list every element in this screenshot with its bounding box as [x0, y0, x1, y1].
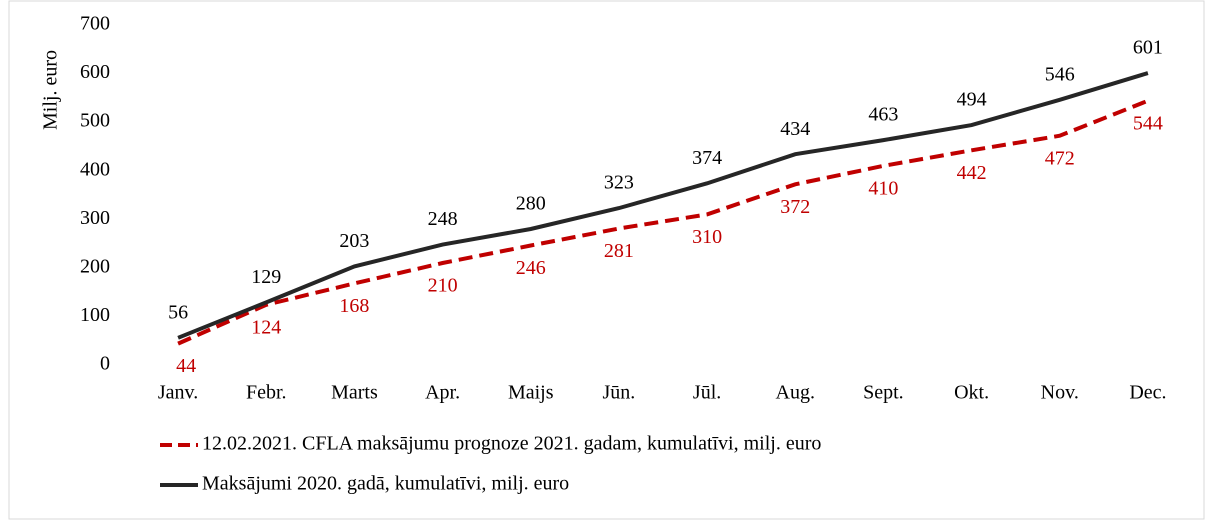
data-label: 246 — [516, 257, 546, 279]
x-tick-label: Jūn. — [603, 382, 636, 404]
data-label: 546 — [1045, 63, 1075, 85]
data-label: 463 — [868, 104, 898, 126]
y-tick-label: 400 — [80, 158, 110, 180]
y-tick-label: 300 — [80, 207, 110, 229]
data-label: 168 — [339, 295, 369, 317]
data-label: 203 — [339, 230, 369, 252]
x-tick-label: Aug. — [776, 382, 815, 404]
y-tick-label: 500 — [80, 110, 110, 132]
data-label: 434 — [780, 118, 810, 140]
line — [177, 98, 1149, 346]
data-label: 280 — [516, 193, 546, 215]
x-tick-label: Apr. — [425, 382, 460, 404]
x-tick-label: Okt. — [954, 382, 989, 404]
x-tick-label: Sept. — [863, 382, 904, 404]
data-label: 248 — [428, 208, 458, 230]
data-label: 129 — [251, 266, 281, 288]
data-label: 372 — [780, 196, 810, 218]
data-label: 210 — [428, 275, 458, 297]
data-label: 281 — [604, 240, 634, 262]
data-label: 472 — [1045, 147, 1075, 169]
data-label: 544 — [1133, 112, 1163, 134]
data-label: 442 — [957, 162, 987, 184]
x-tick-label: Nov. — [1041, 382, 1079, 404]
x-tick-label: Marts — [331, 382, 378, 404]
legend-label: 12.02.2021. CFLA maksājumu prognoze 2021… — [202, 433, 821, 455]
y-tick-label: 100 — [80, 304, 110, 326]
y-tick-label: 0 — [100, 353, 110, 375]
data-label: 601 — [1133, 37, 1163, 59]
y-tick-label: 200 — [80, 255, 110, 277]
y-tick-label: 700 — [80, 13, 110, 35]
y-axis-label: Milj. euro — [40, 50, 62, 130]
data-label: 494 — [957, 89, 987, 111]
data-label: 374 — [692, 147, 722, 169]
x-tick-label: Dec. — [1129, 382, 1166, 404]
data-label: 323 — [604, 172, 634, 194]
data-label: 44 — [176, 355, 196, 377]
data-label: 56 — [168, 301, 188, 323]
x-tick-label: Janv. — [158, 382, 198, 404]
y-tick-label: 600 — [80, 61, 110, 83]
x-tick-label: Febr. — [246, 382, 287, 404]
legend-label: Maksājumi 2020. gadā, kumulatīvi, milj. … — [202, 473, 569, 495]
data-label: 310 — [692, 226, 722, 248]
line — [177, 71, 1149, 340]
data-label: 410 — [868, 177, 898, 199]
chart-border — [8, 0, 1205, 520]
data-label: 124 — [251, 316, 281, 338]
x-tick-label: Jūl. — [693, 382, 721, 404]
x-tick-label: Maijs — [508, 382, 554, 404]
